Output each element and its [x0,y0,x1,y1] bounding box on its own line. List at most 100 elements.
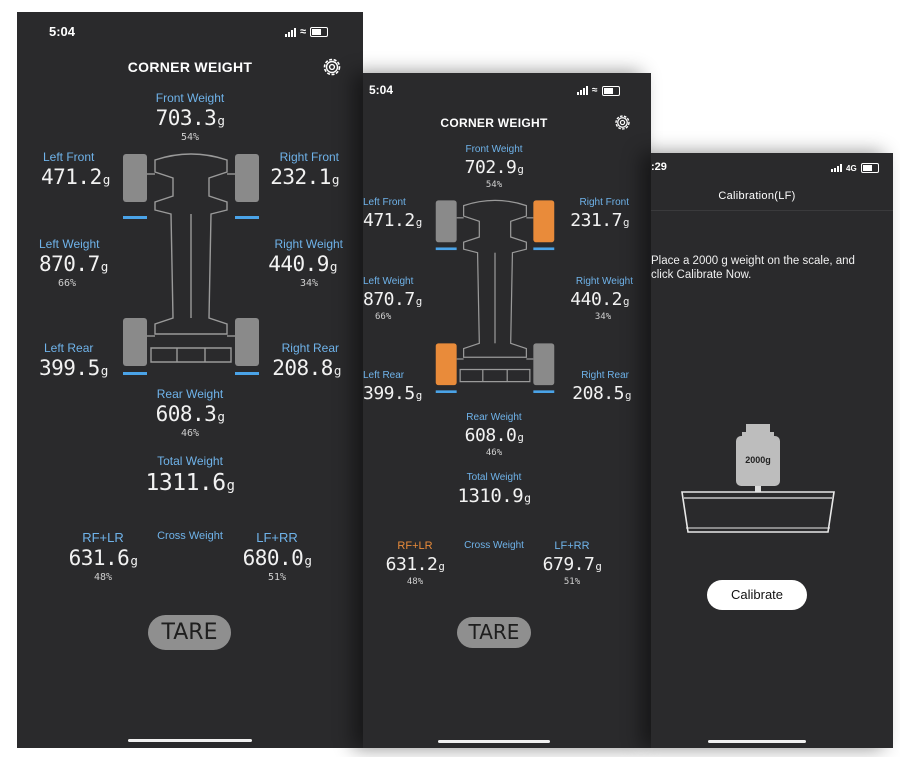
front-weight-value: 703.3g [155,106,225,130]
lf-rr-pct: 51% [563,577,581,587]
left-front-value: 471.2g [363,210,422,231]
left-front-value: 471.2g [41,165,110,189]
wifi-icon: ≈ [592,85,598,96]
right-front-value: 232.1g [270,165,339,189]
gear-icon[interactable] [321,56,343,83]
indicator-left-front [435,247,457,251]
right-weight-label: Right Weight [274,237,343,251]
left-weight-pct: 66% [375,312,392,322]
right-rear-value: 208.8g [272,356,341,380]
screen-2: 5:04 ≈ CORNER WEIGHT Front Weight 702.9g… [363,73,651,748]
rear-weight-value: 608.0g [464,425,524,446]
indicator-left-rear [435,390,457,393]
weight-handle [742,424,774,436]
rf-lr-label: RF+LR [82,530,124,545]
status-bar: 4G [831,163,879,173]
battery-icon [601,85,620,96]
status-time: 5:04 [369,83,394,97]
rf-lr-label: RF+LR [397,540,433,552]
rf-lr-pct: 48% [406,577,424,587]
total-weight-value: 1310.9g [457,485,532,507]
home-indicator [128,739,252,742]
front-weight-pct: 54% [180,132,200,143]
status-time: 5:04 [49,24,76,39]
indicator-left-front [123,216,147,219]
right-weight-pct: 34% [594,312,612,322]
rf-lr-value: 631.6g [68,546,138,570]
indicator-right-front [533,247,555,251]
calibrate-button[interactable]: Calibrate [707,580,807,610]
right-weight-pct: 34% [299,278,319,289]
front-weight-label: Front Weight [465,144,523,155]
left-rear-value: 399.5g [39,356,108,380]
page-title: CORNER WEIGHT [127,59,253,75]
battery-icon [860,163,879,173]
indicator-left-rear [123,372,147,375]
rear-weight-label: Rear Weight [156,387,224,401]
lf-rr-label: LF+RR [554,540,590,552]
home-indicator [708,740,806,743]
right-front-label: Right Front [579,197,629,208]
tire-right-front [533,200,555,243]
left-weight-value: 870.7g [363,289,422,310]
gear-icon[interactable] [613,113,632,137]
rear-weight-pct: 46% [485,448,503,458]
tare-button[interactable]: TARE [148,615,231,650]
rear-weight-label: Rear Weight [466,412,522,423]
weight-label: 2000g [745,455,771,465]
tire-left-rear [435,343,457,386]
rf-lr-pct: 48% [93,572,113,583]
tire-left-front [435,200,457,243]
right-front-value: 231.7g [570,210,629,231]
signal-icon [285,27,296,37]
left-rear-value: 399.5g [363,383,422,404]
lf-rr-value: 679.7g [542,554,602,575]
battery-icon [310,27,329,37]
left-weight-pct: 66% [58,278,77,289]
scale-illustration [678,418,838,548]
weight-block [736,436,780,486]
page-title: Calibration(LF) [718,190,796,202]
total-weight-label: Total Weight [466,472,522,483]
left-front-label: Left Front [43,150,95,164]
home-indicator [438,740,550,743]
tire-right-front [235,154,259,202]
rf-lr-value: 631.2g [385,554,445,575]
right-weight-value: 440.2g [570,289,629,310]
rear-weight-pct: 46% [180,428,200,439]
screen-1: 5:04 ≈ CORNER WEIGHT Front Weight 703.3g… [17,12,363,748]
header-divider [651,210,893,211]
right-front-label: Right Front [279,150,339,164]
front-weight-pct: 54% [485,180,503,190]
front-weight-value: 702.9g [464,157,524,178]
status-bar: ≈ [577,85,620,96]
lf-rr-label: LF+RR [256,530,298,545]
scale-body [681,491,835,533]
lf-rr-value: 680.0g [242,546,312,570]
left-weight-value: 870.7g [39,252,108,276]
right-weight-label: Right Weight [575,276,633,287]
page-title: CORNER WEIGHT [440,116,548,130]
indicator-right-rear [533,390,555,393]
right-rear-label: Right Rear [281,341,339,355]
status-time: :29 [651,161,667,173]
left-rear-label: Left Rear [44,341,94,355]
screen-3: :29 4G Calibration(LF) Place a 2000 g we… [651,153,893,748]
left-weight-label: Left Weight [39,237,100,251]
total-weight-value: 1311.6g [145,470,235,496]
tire-right-rear [235,318,259,366]
rear-weight-value: 608.3g [155,402,225,426]
left-front-label: Left Front [363,197,406,208]
signal-icon [831,164,842,172]
right-weight-value: 440.9g [268,252,337,276]
cross-weight-label: Cross Weight [464,540,524,551]
tare-button[interactable]: TARE [457,617,531,648]
signal-icon [577,86,588,95]
tire-right-rear [533,343,555,386]
front-weight-label: Front Weight [155,91,225,105]
left-weight-label: Left Weight [363,276,414,287]
lf-rr-pct: 51% [267,572,287,583]
right-rear-value: 208.5g [572,383,631,404]
indicator-right-rear [235,372,259,375]
wifi-icon: ≈ [300,26,307,38]
